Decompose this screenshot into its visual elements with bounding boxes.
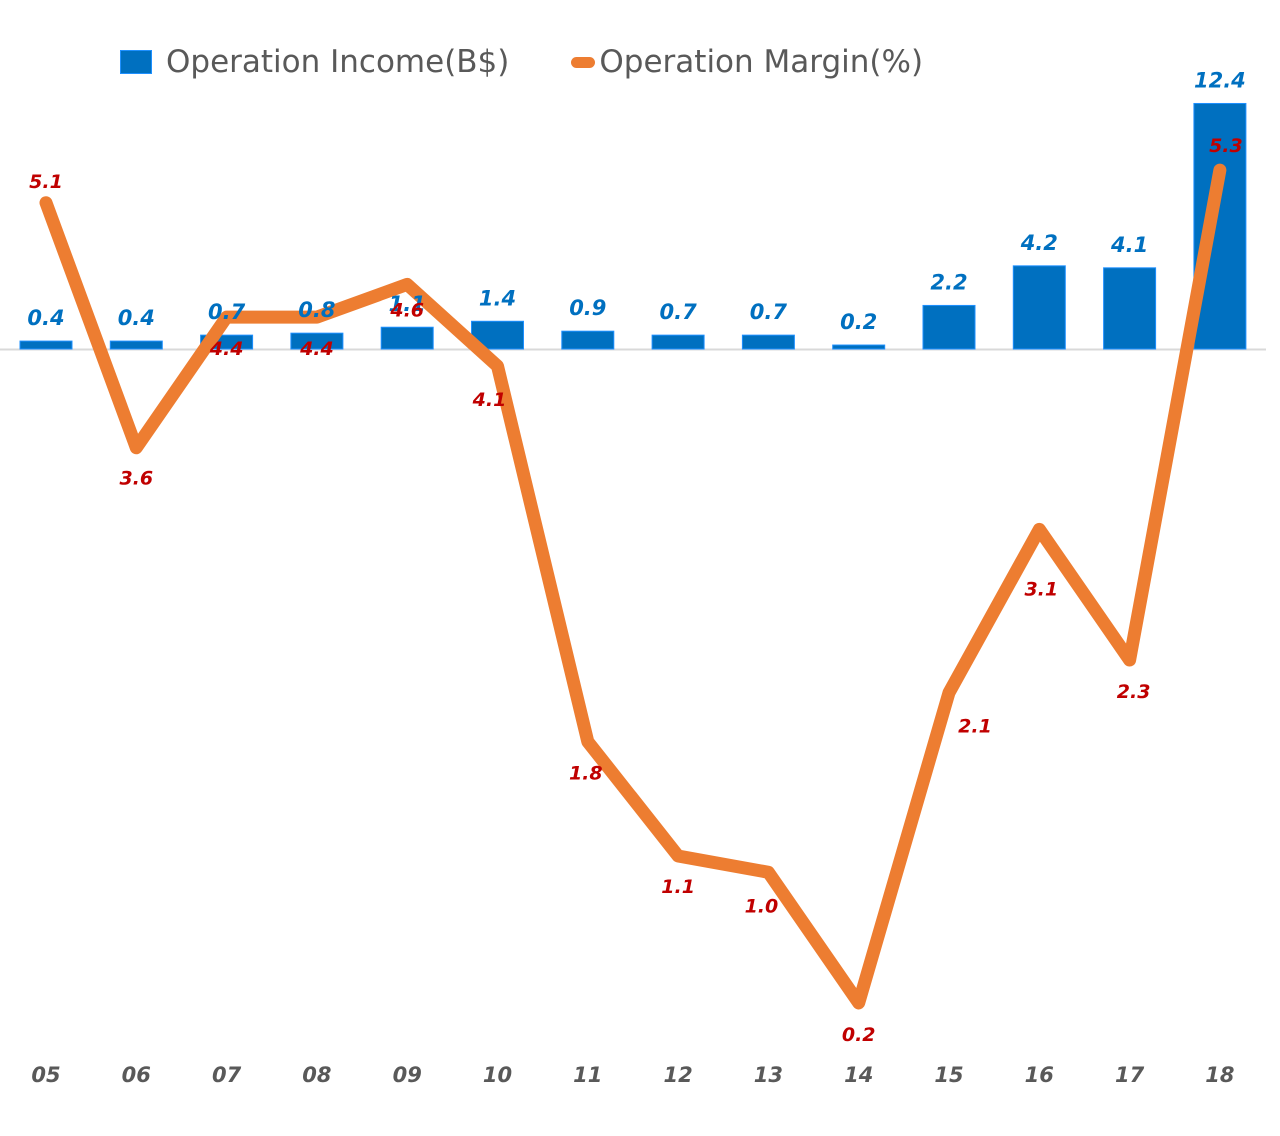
x-tick-label-08: 08 [302, 1063, 331, 1087]
line-label-05: 5.1 [29, 171, 63, 193]
bar-label-09: 1.1 [389, 292, 426, 316]
bar-12 [651, 334, 705, 350]
x-tick-label-11: 11 [573, 1063, 602, 1087]
bar-15 [922, 304, 976, 350]
x-tick-label-06: 06 [122, 1063, 151, 1087]
margin-line [39, 163, 1227, 1010]
bar-label-17: 4.1 [1110, 233, 1148, 257]
bar-label-06: 0.4 [118, 306, 155, 330]
bar-13 [741, 334, 795, 350]
bar-label-16: 4.2 [1020, 231, 1058, 255]
x-tick-label-10: 10 [483, 1063, 512, 1087]
bar-17 [1103, 267, 1157, 350]
line-label-07: 4.4 [209, 338, 244, 360]
line-label-14: 0.2 [842, 1024, 876, 1046]
x-tick-label-07: 07 [212, 1063, 242, 1087]
line-label-09: 4.6 [389, 299, 424, 321]
bar-label-14: 0.2 [840, 310, 877, 334]
bar-label-05: 0.4 [27, 306, 64, 330]
x-tick-label-12: 12 [663, 1063, 692, 1087]
x-tick-label-09: 09 [393, 1063, 422, 1087]
line-label-18: 5.3 [1209, 135, 1243, 157]
bar-18 [1193, 102, 1247, 350]
x-tick-label-05: 05 [31, 1063, 60, 1087]
line-label-12: 1.1 [661, 876, 695, 898]
legend-item-margin: Operation Margin(%) [571, 44, 923, 80]
x-tick-label-17: 17 [1115, 1063, 1145, 1087]
bar-label-10: 1.4 [479, 286, 516, 310]
line-label-16: 3.1 [1024, 578, 1058, 600]
line-label-10: 4.1 [472, 389, 507, 411]
legend-label-margin: Operation Margin(%) [599, 44, 924, 80]
bar-swatch-icon [120, 50, 152, 74]
bar-06 [109, 340, 163, 350]
bar-label-12: 0.7 [659, 300, 697, 324]
legend-item-income: Operation Income(B$) [120, 44, 509, 80]
x-tick-label-18: 18 [1205, 1063, 1234, 1087]
bar-label-13: 0.7 [750, 300, 788, 324]
x-tick-label-16: 16 [1025, 1063, 1054, 1087]
bar-11 [561, 330, 615, 350]
bar-label-18: 12.4 [1194, 68, 1246, 92]
line-swatch-icon [571, 56, 596, 68]
x-tick-label-14: 14 [844, 1063, 873, 1087]
bar-16 [1012, 265, 1066, 350]
bar-label-11: 0.9 [569, 296, 606, 320]
line-label-13: 1.0 [745, 895, 779, 917]
line-label-11: 1.8 [569, 763, 603, 785]
x-tick-label-13: 13 [754, 1063, 783, 1087]
legend-label-income: Operation Income(B$) [166, 44, 510, 80]
line-label-06: 3.6 [119, 468, 153, 490]
bar-label-08: 0.8 [298, 298, 335, 322]
line-label-17: 2.3 [1117, 681, 1151, 703]
x-tick-label-15: 15 [934, 1063, 963, 1087]
line-label-08: 4.4 [299, 338, 334, 360]
bar-08 [290, 332, 344, 350]
bar-09 [380, 326, 434, 350]
bar-label-15: 2.2 [930, 270, 967, 294]
bar-10 [471, 320, 524, 350]
bar-14 [832, 344, 886, 350]
line-label-15: 2.1 [958, 716, 992, 738]
bar-label-07: 0.7 [208, 300, 246, 324]
bar-05 [19, 340, 73, 350]
legend: Operation Income(B$) Operation Margin(%) [120, 44, 985, 80]
